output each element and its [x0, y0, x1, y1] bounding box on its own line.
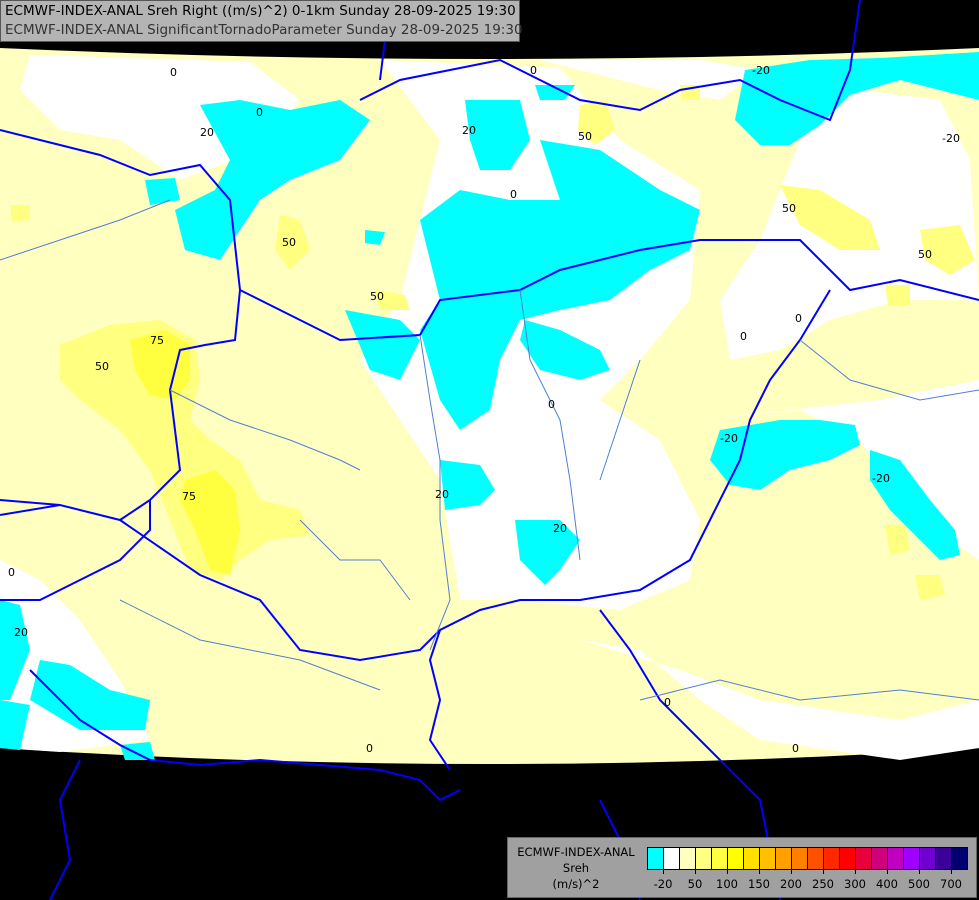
- contour-label: 20: [435, 488, 449, 501]
- legend-unit: (m/s)^2: [552, 877, 600, 891]
- legend-model: ECMWF-INDEX-ANAL: [517, 845, 635, 859]
- contour-label: 0: [510, 188, 517, 201]
- contour-label: 0: [170, 66, 177, 79]
- legend-label: 150: [748, 877, 770, 891]
- legend-swatch: [904, 848, 920, 869]
- legend-tick: [695, 869, 696, 874]
- contour-label: 0: [795, 312, 802, 325]
- legend-swatch: [744, 848, 760, 869]
- legend-swatch: [680, 848, 696, 869]
- legend-tick: [855, 869, 856, 874]
- contour-label: 0: [530, 64, 537, 77]
- legend-label: 700: [940, 877, 962, 891]
- legend-swatch: [840, 848, 856, 869]
- legend-tick: [663, 869, 664, 874]
- contour-label: 20: [14, 626, 28, 639]
- contour-label: 20: [200, 126, 214, 139]
- sreh-50-areas: [10, 85, 975, 600]
- legend-swatch: [920, 848, 936, 869]
- legend-label: 500: [908, 877, 930, 891]
- legend-swatch: [776, 848, 792, 869]
- contour-label: -20: [942, 132, 960, 145]
- contour-label: 20: [553, 522, 567, 535]
- contour-label: -20: [872, 472, 890, 485]
- contour-label: 50: [282, 236, 296, 249]
- legend-label: 200: [780, 877, 802, 891]
- legend-swatch: [664, 848, 680, 869]
- contour-label: 0: [664, 696, 671, 709]
- contour-label: -20: [752, 64, 770, 77]
- contour-label: 0: [8, 566, 15, 579]
- contour-label: 75: [182, 490, 196, 503]
- contour-labels: 0 20 0 50 50 75 50 75 0 20 0 -20 50 -20 …: [8, 64, 960, 755]
- legend-swatch: [824, 848, 840, 869]
- legend-tick: [887, 869, 888, 874]
- contour-label: 50: [95, 360, 109, 373]
- legend-swatch: [808, 848, 824, 869]
- legend-swatch: [872, 848, 888, 869]
- title-line-sreh: ECMWF-INDEX-ANAL Sreh Right ((m/s)^2) 0-…: [5, 3, 516, 19]
- legend-tick: [727, 869, 728, 874]
- contour-label: 20: [462, 124, 476, 137]
- title-line-stp: ECMWF-INDEX-ANAL SignificantTornadoParam…: [5, 22, 523, 38]
- legend-swatch: [712, 848, 728, 869]
- contour-label: 0: [548, 398, 555, 411]
- legend-tick: [951, 869, 952, 874]
- contour-label: 50: [782, 202, 796, 215]
- legend-swatch: [888, 848, 904, 869]
- sreh-75-areas: [130, 330, 240, 575]
- legend-label: 400: [876, 877, 898, 891]
- legend-tick: [791, 869, 792, 874]
- contour-label: 50: [578, 130, 592, 143]
- contour-label: 0: [740, 330, 747, 343]
- legend-swatch: [856, 848, 872, 869]
- color-legend: ECMWF-INDEX-ANAL Sreh (m/s)^2 -20 50 100 15…: [507, 837, 977, 898]
- contour-label: 0: [256, 106, 263, 119]
- legend-swatch: [648, 848, 664, 869]
- legend-label: 300: [844, 877, 866, 891]
- contour-label: 0: [792, 742, 799, 755]
- legend-label: 100: [716, 877, 738, 891]
- legend-label: 50: [687, 877, 703, 891]
- sreh-negative-areas: [0, 52, 979, 760]
- legend-swatch: [760, 848, 776, 869]
- legend-swatch: [728, 848, 744, 869]
- legend-swatch: [952, 848, 967, 869]
- contour-label: 75: [150, 334, 164, 347]
- legend-tick: [919, 869, 920, 874]
- legend-labels: -20 50 100 150 200 250 300 400 500 700: [647, 869, 969, 895]
- legend-swatch: [696, 848, 712, 869]
- legend-variable: Sreh: [562, 861, 590, 875]
- map-title: ECMWF-INDEX-ANAL Sreh Right ((m/s)^2) 0-…: [0, 0, 523, 42]
- legend-tick: [759, 869, 760, 874]
- contour-label: 50: [370, 290, 384, 303]
- contour-label: 0: [366, 742, 373, 755]
- legend-label: -20: [653, 877, 673, 891]
- contour-label: 50: [918, 248, 932, 261]
- rivers: [0, 199, 979, 701]
- legend-tick: [823, 869, 824, 874]
- legend-color-bar: [647, 847, 968, 870]
- legend-label: 250: [812, 877, 834, 891]
- legend-swatch: [936, 848, 952, 869]
- contour-label: -20: [720, 432, 738, 445]
- legend-swatch: [792, 848, 808, 869]
